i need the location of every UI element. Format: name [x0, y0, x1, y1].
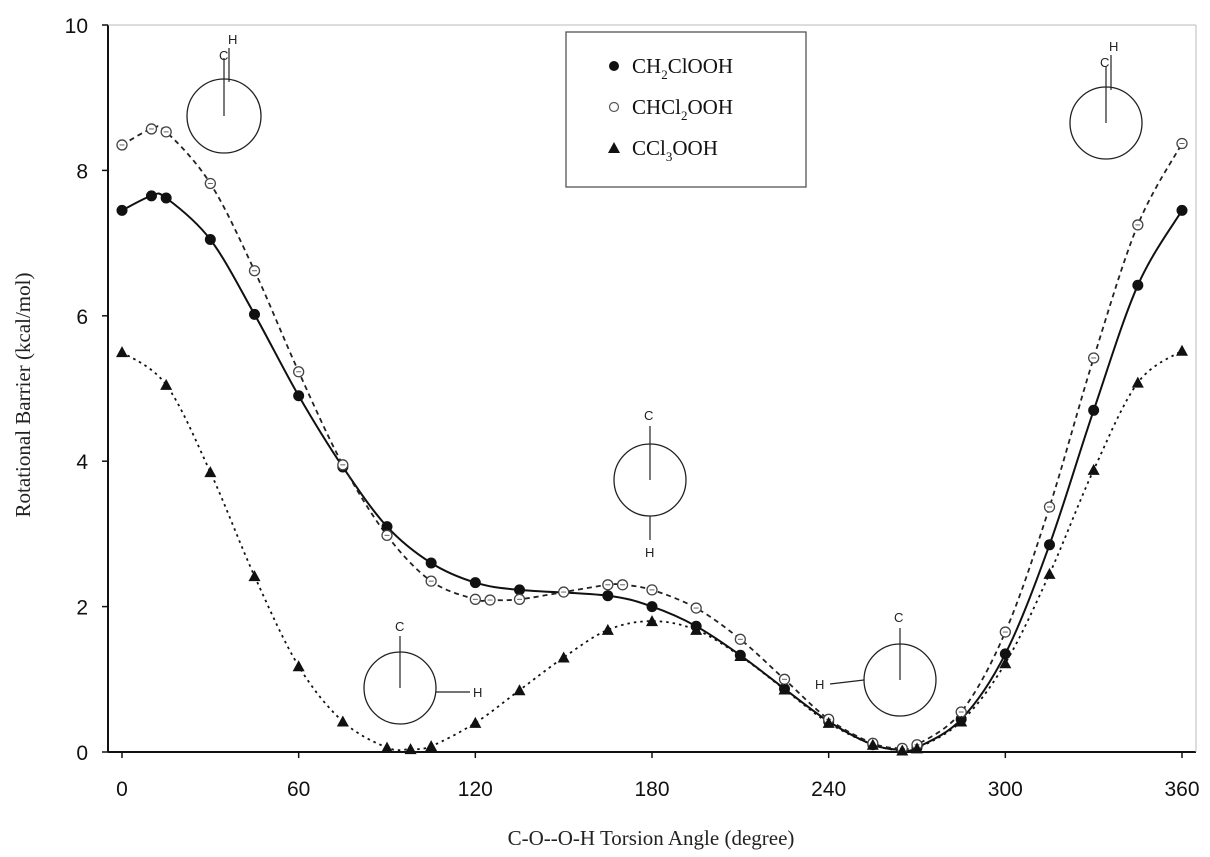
legend-box [565, 31, 807, 188]
y-axis-label: Rotational Barrier (kcal/mol) [11, 273, 35, 518]
newman-projection-270deg: C H [815, 610, 937, 717]
y-tick-label: 4 [76, 451, 88, 474]
x-tick-label: 180 [634, 778, 669, 801]
data-point-ccl3ooh [469, 716, 482, 728]
y-tick-label: 8 [76, 160, 88, 183]
data-point-ccl3ooh [160, 378, 173, 390]
y-tick-label: 10 [65, 15, 88, 38]
legend-label-ch2clooh: CH2ClOOH [632, 54, 733, 82]
series-curves [121, 125, 1183, 753]
newman-projection-360deg: H C [1069, 39, 1143, 160]
newman-projection-180deg: C H [613, 408, 687, 560]
data-point-ch2clooh [145, 190, 157, 202]
data-point-ccl3ooh [1131, 376, 1144, 388]
data-point-ch2clooh [425, 557, 437, 569]
data-point-ccl3ooh [292, 660, 305, 672]
x-tick-label: 0 [116, 778, 128, 801]
series-points [116, 123, 1188, 756]
data-point-ccl3ooh [734, 650, 747, 662]
data-point-ccl3ooh [1176, 344, 1188, 356]
data-point-ch2clooh [1044, 539, 1055, 551]
x-tick-label: 360 [1164, 778, 1199, 801]
data-point-ccl3ooh [204, 466, 217, 478]
data-point-ccl3ooh [1043, 567, 1056, 579]
newman-label-h: H [1109, 39, 1118, 54]
legend-marker-ccl3ooh [608, 142, 620, 153]
newman-label-h: H [815, 677, 824, 692]
newman-label-c: C [1100, 55, 1109, 70]
data-point-ccl3ooh [116, 346, 128, 358]
newman-label-c: C [395, 619, 404, 634]
data-point-ccl3ooh [601, 623, 614, 635]
data-point-ch2clooh [602, 590, 614, 602]
legend-marker-ch2cloooh [609, 61, 619, 71]
y-tick-label: 6 [76, 306, 88, 329]
x-tick-label: 120 [458, 778, 493, 801]
data-point-ch2clooh [116, 204, 128, 216]
data-point-ccl3ooh [1087, 463, 1100, 475]
newman-projection-90deg: C H [363, 619, 482, 725]
data-point-ccl3ooh [866, 738, 879, 750]
data-point-ccl3ooh [646, 615, 658, 627]
data-point-ch2clooh [514, 584, 525, 596]
data-point-ccl3ooh [557, 651, 570, 663]
data-point-ch2clooh [204, 233, 216, 245]
data-point-ccl3ooh [381, 741, 393, 753]
newman-label-c: C [219, 48, 228, 63]
data-point-ccl3ooh [404, 743, 417, 755]
x-tick-label: 240 [811, 778, 846, 801]
newman-label-h: H [228, 32, 237, 47]
data-point-ccl3ooh [911, 742, 923, 754]
data-point-ch2clooh [1088, 404, 1100, 416]
data-point-ch2clooh [469, 577, 481, 589]
series-line-0 [121, 192, 1183, 752]
data-point-ccl3ooh [513, 684, 526, 696]
data-point-ccl3ooh [336, 715, 349, 727]
series-line-1 [121, 125, 1183, 750]
newman-bond-h [829, 679, 865, 685]
data-point-ccl3ooh [955, 715, 968, 727]
data-point-ccl3ooh [822, 716, 835, 728]
data-point-ch2clooh [381, 521, 393, 533]
data-point-ccl3ooh [896, 744, 909, 756]
x-axis-label: C-O--O-H Torsion Angle (degree) [508, 826, 795, 850]
y-tick-label: 2 [76, 597, 88, 620]
data-point-ccl3ooh [690, 623, 703, 635]
data-point-ch2clooh [999, 648, 1011, 660]
data-point-ccl3ooh [248, 570, 261, 582]
newman-projection-0deg: H C [186, 32, 262, 154]
x-tick-label: 300 [988, 778, 1023, 801]
data-point-ch2clooh [646, 601, 658, 613]
axis-ticks: 0 60 120 180 240 300 360 0 2 4 6 8 10 [65, 15, 1200, 801]
newman-label-c: C [644, 408, 653, 423]
data-point-ch2clooh [293, 390, 305, 402]
plot-frame [107, 24, 1197, 753]
newman-label-h: H [645, 545, 654, 560]
legend: CH2ClOOH CHCl2OOH CCl3OOH [565, 31, 807, 188]
data-point-ch2clooh [1176, 204, 1188, 216]
legend-label-chcl2ooh: CHCl2OOH [632, 95, 733, 123]
data-point-ch2clooh [160, 192, 172, 204]
data-point-ccl3ooh [778, 683, 791, 695]
data-point-ccl3ooh [425, 740, 438, 752]
data-point-ch2clooh [249, 308, 260, 320]
data-point-ch2clooh [1132, 279, 1144, 291]
newman-label-h: H [473, 685, 482, 700]
x-tick-label: 60 [287, 778, 310, 801]
legend-marker-chcl2ooh [608, 101, 620, 113]
legend-label-ccl3ooh: CCl3OOH [632, 136, 718, 164]
newman-label-c: C [894, 610, 903, 625]
y-tick-label: 0 [76, 742, 88, 765]
data-point-ccl3ooh [999, 657, 1012, 669]
